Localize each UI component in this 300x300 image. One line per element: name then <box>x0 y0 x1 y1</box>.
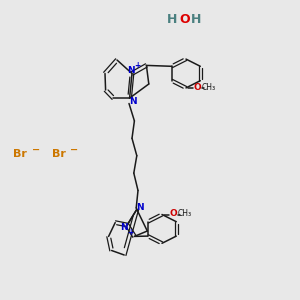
Text: −: − <box>32 145 40 155</box>
Text: H: H <box>191 13 202 26</box>
Text: +: + <box>127 228 133 237</box>
Text: −: − <box>70 145 78 155</box>
Text: O: O <box>169 209 177 218</box>
Text: H: H <box>167 13 178 26</box>
Text: N: N <box>129 97 136 106</box>
Text: N: N <box>136 202 144 211</box>
Text: CH₃: CH₃ <box>177 209 192 218</box>
Text: Br: Br <box>52 149 65 159</box>
Text: N: N <box>127 66 134 75</box>
Text: CH₃: CH₃ <box>201 83 216 92</box>
Text: N: N <box>120 224 128 232</box>
Text: +: + <box>134 61 140 70</box>
Text: O: O <box>179 13 190 26</box>
Text: Br: Br <box>14 149 27 159</box>
Text: O: O <box>194 83 201 92</box>
